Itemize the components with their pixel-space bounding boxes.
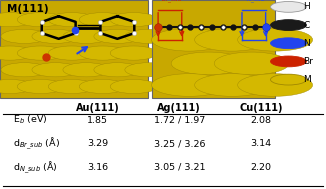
Circle shape (63, 63, 110, 77)
Circle shape (271, 56, 306, 67)
Circle shape (79, 79, 126, 94)
Bar (0, 0, 148, 98)
Circle shape (271, 2, 306, 12)
Text: H: H (303, 2, 310, 11)
Circle shape (125, 29, 172, 43)
Circle shape (1, 63, 48, 77)
Text: d$_{N\_sub}$: d$_{N\_sub}$ (241, 0, 266, 6)
Text: Ag(111): Ag(111) (157, 103, 201, 113)
Text: 3.16: 3.16 (87, 163, 108, 172)
Circle shape (17, 79, 64, 94)
Text: 3.25 / 3.26: 3.25 / 3.26 (154, 139, 205, 148)
Text: 3.29: 3.29 (87, 139, 108, 148)
Circle shape (238, 29, 313, 51)
Circle shape (17, 46, 64, 60)
Circle shape (195, 29, 270, 51)
Text: Au(111): Au(111) (76, 103, 120, 113)
Circle shape (17, 13, 64, 27)
Circle shape (110, 46, 157, 60)
Text: 3.14: 3.14 (250, 139, 271, 148)
Circle shape (48, 79, 95, 94)
Circle shape (214, 52, 289, 75)
Circle shape (94, 63, 141, 77)
Circle shape (110, 13, 157, 27)
Text: Br: Br (303, 57, 313, 66)
Text: d$_{N\_sub}$ (Å): d$_{N\_sub}$ (Å) (13, 159, 58, 176)
Circle shape (63, 29, 110, 43)
Text: M: M (303, 75, 311, 84)
Circle shape (171, 52, 246, 75)
Circle shape (48, 46, 95, 60)
Circle shape (195, 74, 270, 96)
Text: 2.20: 2.20 (250, 163, 271, 172)
Circle shape (79, 46, 126, 60)
Circle shape (238, 74, 313, 96)
Text: 3.05 / 3.21: 3.05 / 3.21 (154, 163, 205, 172)
Text: 2.08: 2.08 (250, 115, 271, 125)
Circle shape (271, 38, 306, 49)
Circle shape (125, 63, 172, 77)
Text: d$_{Br\_sub}$ (Å): d$_{Br\_sub}$ (Å) (13, 135, 60, 152)
Circle shape (32, 29, 79, 43)
Circle shape (32, 63, 79, 77)
Text: E$_b$ (eV): E$_b$ (eV) (13, 114, 48, 126)
Text: M(111): M(111) (7, 4, 48, 14)
Text: 1.72 / 1.97: 1.72 / 1.97 (154, 115, 205, 125)
Bar (152, 0, 275, 98)
Circle shape (0, 46, 33, 60)
Circle shape (152, 29, 227, 51)
Circle shape (79, 13, 126, 27)
Circle shape (0, 13, 33, 27)
Circle shape (48, 13, 95, 27)
Circle shape (152, 74, 227, 96)
Text: 1.85: 1.85 (87, 115, 108, 125)
Text: d$_{Br\_sub}$: d$_{Br\_sub}$ (156, 0, 184, 6)
Circle shape (94, 29, 141, 43)
Circle shape (271, 74, 306, 85)
Circle shape (1, 29, 48, 43)
Text: C: C (303, 21, 309, 29)
Text: Cu(111): Cu(111) (239, 103, 283, 113)
Circle shape (0, 79, 33, 94)
Circle shape (110, 79, 157, 94)
Circle shape (271, 20, 306, 30)
Text: N: N (303, 39, 310, 48)
